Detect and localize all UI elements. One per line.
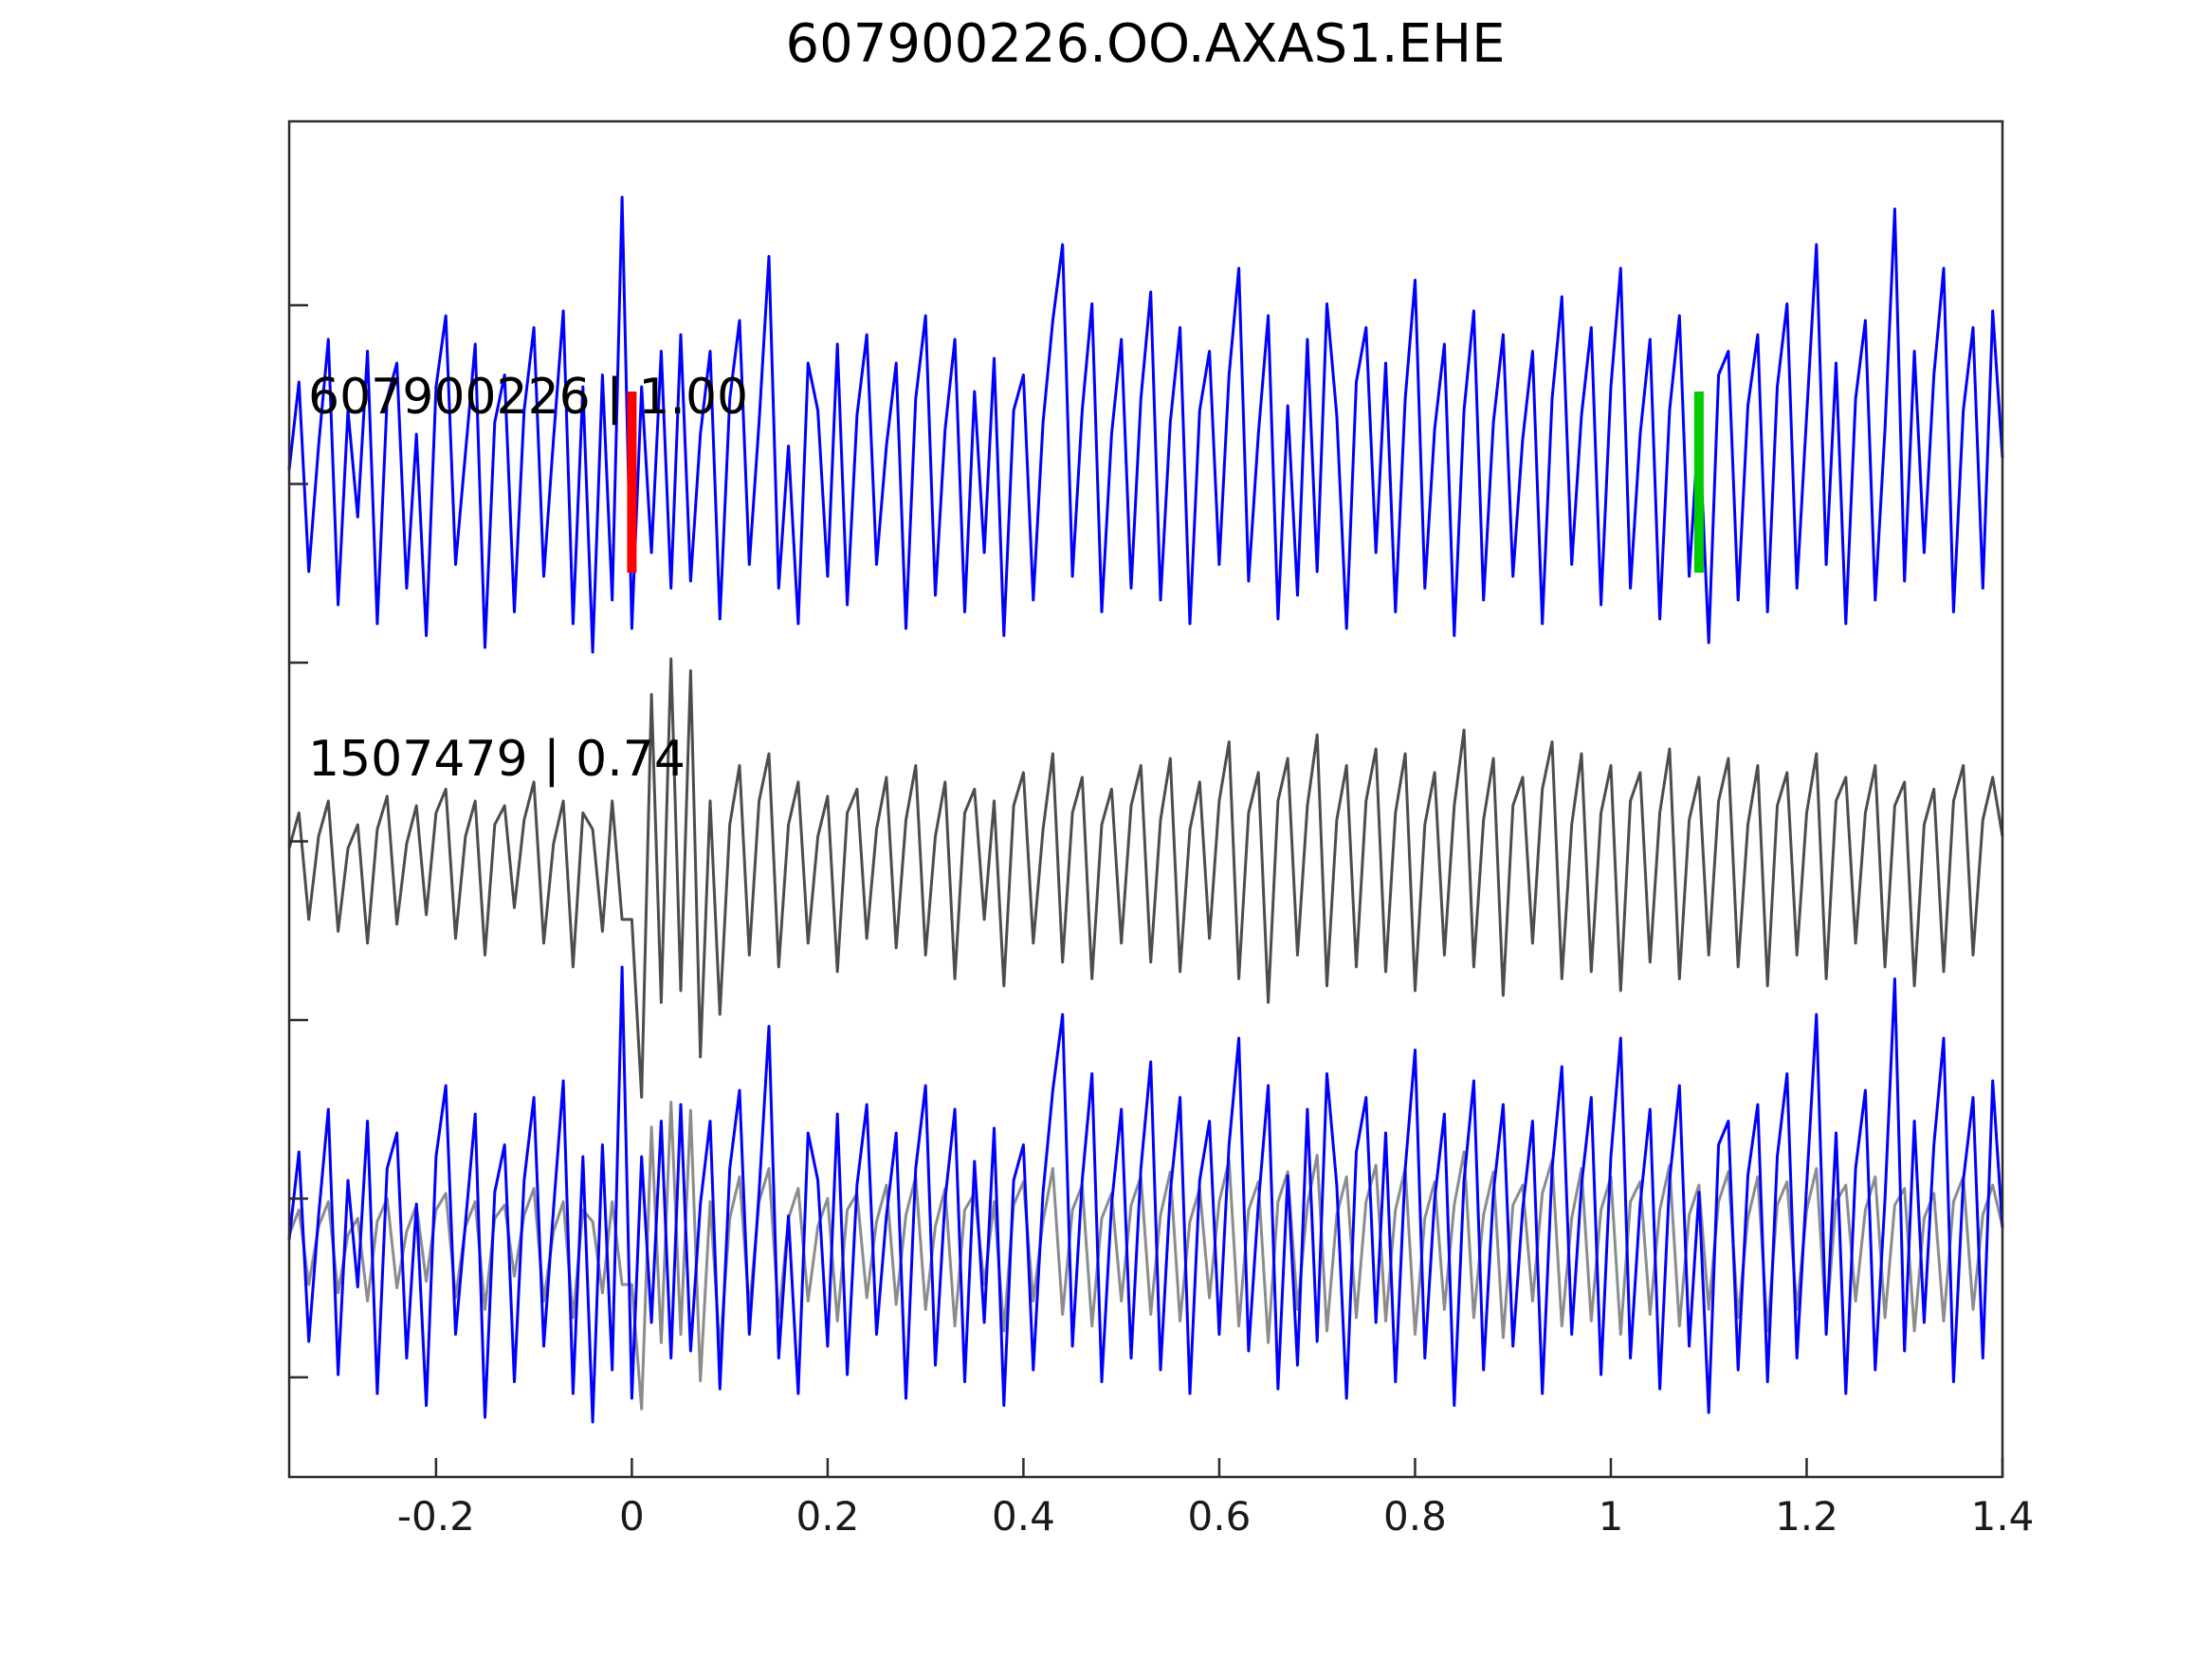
x-tick-label: 1.4 [1971,1493,2035,1540]
x-tick-label: 0.6 [1188,1493,1252,1540]
x-tick-label: 0.8 [1383,1493,1447,1540]
x-axis-tick-labels: -0.2 0 0.2 0.4 0.6 0.8 1 1.2 1.4 [397,1493,2034,1540]
x-tick-label: 0.4 [992,1493,1055,1540]
x-tick-label: 1.2 [1775,1493,1838,1540]
pick-markers [627,391,1704,574]
pick-marker-red [627,391,637,574]
template-trace-label: 607900226 | 1.00 [308,369,748,426]
trace-lines [287,195,2004,1424]
match-trace-label: 1507479 | 0.74 [308,731,686,788]
x-tick-label: 1 [1599,1493,1624,1540]
y-axis-ticks [289,303,308,1379]
pick-marker-green [1693,391,1704,574]
x-tick-label: -0.2 [397,1493,475,1540]
match-trace [287,657,2004,1099]
plot-border [287,119,2004,1479]
match-trace [287,1101,2004,1411]
template-trace [287,195,2004,654]
x-axis-ticks [434,1458,2004,1477]
x-tick-label: 0 [619,1493,645,1540]
x-tick-label: 0.2 [796,1493,860,1540]
template-trace [287,965,2004,1424]
chart-title: 607900226.OO.AXAS1.EHE [786,13,1506,75]
